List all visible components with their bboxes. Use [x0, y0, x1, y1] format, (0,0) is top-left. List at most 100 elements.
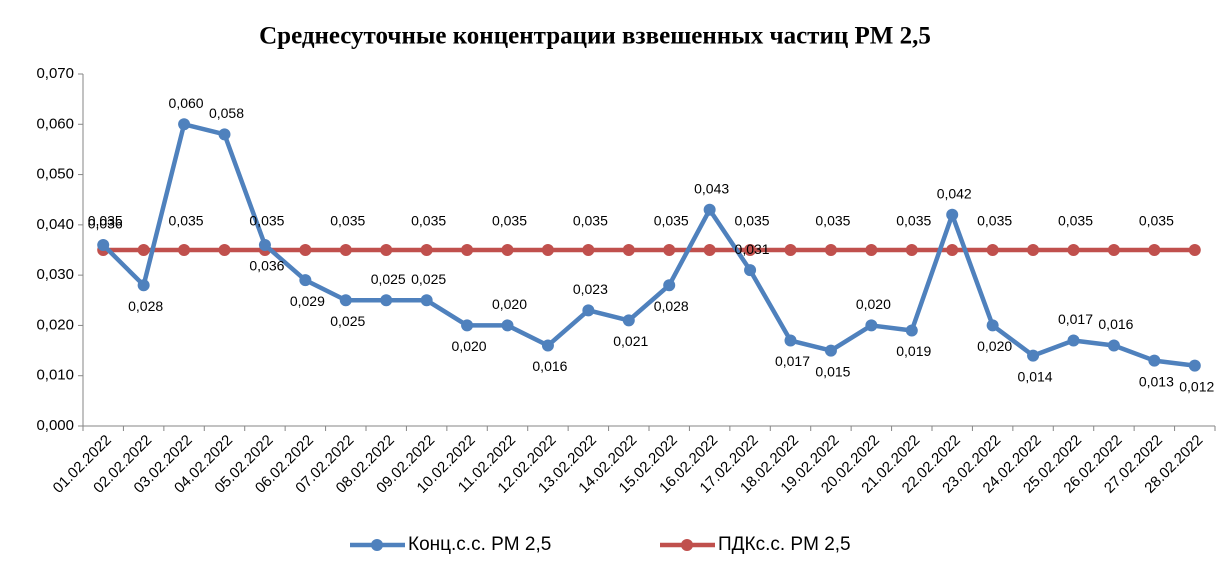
- data-label: 0,029: [290, 293, 325, 309]
- point: [380, 294, 393, 307]
- point: [218, 128, 231, 141]
- data-label: 0,035: [1058, 213, 1093, 229]
- data-label: 0,012: [1179, 378, 1214, 394]
- point: [461, 319, 474, 332]
- point: [137, 244, 150, 256]
- y-tick-label: 0,070: [36, 65, 74, 82]
- point: [1067, 334, 1080, 347]
- data-label: 0,042: [937, 186, 972, 202]
- point: [137, 279, 150, 292]
- point: [905, 324, 918, 337]
- point: [1107, 339, 1120, 352]
- data-label: 0,028: [654, 298, 689, 314]
- data-label: 0,035: [169, 213, 204, 229]
- data-label: 0,020: [856, 296, 891, 312]
- point: [218, 244, 231, 256]
- legend-label: ПДКс.с. PM 2,5: [718, 534, 851, 555]
- legend-label: Конц.с.с. PM 2,5: [408, 534, 551, 555]
- point: [865, 319, 878, 332]
- data-label: 0,035: [492, 213, 527, 229]
- point: [541, 244, 554, 256]
- point: [744, 264, 757, 277]
- point: [501, 319, 514, 332]
- point: [1027, 244, 1040, 256]
- data-label: 0,020: [977, 338, 1012, 354]
- data-label: 0,015: [815, 363, 850, 379]
- point: [622, 314, 635, 327]
- point: [97, 238, 110, 251]
- point: [946, 208, 959, 221]
- data-label: 0,025: [411, 271, 446, 287]
- data-label: 0,060: [169, 95, 204, 111]
- point: [582, 304, 595, 317]
- y-tick-label: 0,050: [36, 166, 74, 183]
- data-label: 0,035: [411, 213, 446, 229]
- y-tick-label: 0,030: [36, 266, 74, 283]
- data-label: 0,016: [1098, 316, 1133, 332]
- point: [622, 244, 635, 256]
- point: [339, 244, 352, 256]
- y-tick-label: 0,040: [36, 216, 74, 233]
- data-label: 0,035: [977, 213, 1012, 229]
- point: [1188, 244, 1201, 256]
- data-label: 0,035: [815, 213, 850, 229]
- point: [299, 274, 312, 287]
- point: [1107, 244, 1120, 256]
- point: [1148, 354, 1161, 367]
- data-label: 0,028: [128, 298, 163, 314]
- data-label: 0,036: [249, 258, 284, 274]
- data-label: 0,035: [88, 213, 123, 229]
- point: [784, 244, 797, 256]
- point: [703, 203, 716, 216]
- data-label: 0,019: [896, 343, 931, 359]
- point: [1067, 244, 1080, 256]
- point: [1188, 359, 1201, 372]
- chart-title: Среднесуточные концентрации взвешенных ч…: [259, 23, 931, 50]
- data-label: 0,043: [694, 180, 729, 196]
- data-label: 0,017: [775, 353, 810, 369]
- point: [178, 244, 191, 256]
- y-tick-label: 0,020: [36, 316, 74, 333]
- point: [582, 244, 595, 256]
- data-label: 0,025: [330, 313, 365, 329]
- data-label: 0,013: [1139, 373, 1174, 389]
- data-label: 0,020: [492, 296, 527, 312]
- data-label: 0,035: [249, 213, 284, 229]
- point: [663, 244, 676, 256]
- data-label: 0,031: [735, 241, 770, 257]
- data-label: 0,036: [88, 216, 123, 232]
- data-label: 0,035: [735, 213, 770, 229]
- data-label: 0,035: [654, 213, 689, 229]
- point: [905, 244, 918, 256]
- point: [946, 244, 959, 256]
- y-tick-label: 0,010: [36, 367, 74, 384]
- data-label: 0,023: [573, 281, 608, 297]
- point: [461, 244, 474, 256]
- data-label: 0,058: [209, 105, 244, 121]
- point: [178, 118, 191, 131]
- point: [784, 334, 797, 347]
- point: [824, 244, 837, 256]
- point: [380, 244, 393, 256]
- point: [663, 279, 676, 292]
- point: [420, 244, 433, 256]
- point: [865, 244, 878, 256]
- series-line: [101, 122, 1196, 368]
- point: [824, 344, 837, 357]
- data-label: 0,025: [371, 271, 406, 287]
- y-tick-label: 0,000: [36, 417, 74, 434]
- legend-marker: [681, 539, 693, 551]
- point: [1148, 244, 1161, 256]
- point: [541, 339, 554, 352]
- data-label: 0,035: [896, 213, 931, 229]
- data-label: 0,035: [573, 213, 608, 229]
- point: [258, 238, 271, 251]
- point: [986, 244, 999, 256]
- y-tick-label: 0,060: [36, 115, 74, 132]
- data-label: 0,035: [1139, 213, 1174, 229]
- data-label: 0,021: [613, 333, 648, 349]
- point: [501, 244, 514, 256]
- legend-marker: [371, 539, 383, 551]
- point: [299, 244, 312, 256]
